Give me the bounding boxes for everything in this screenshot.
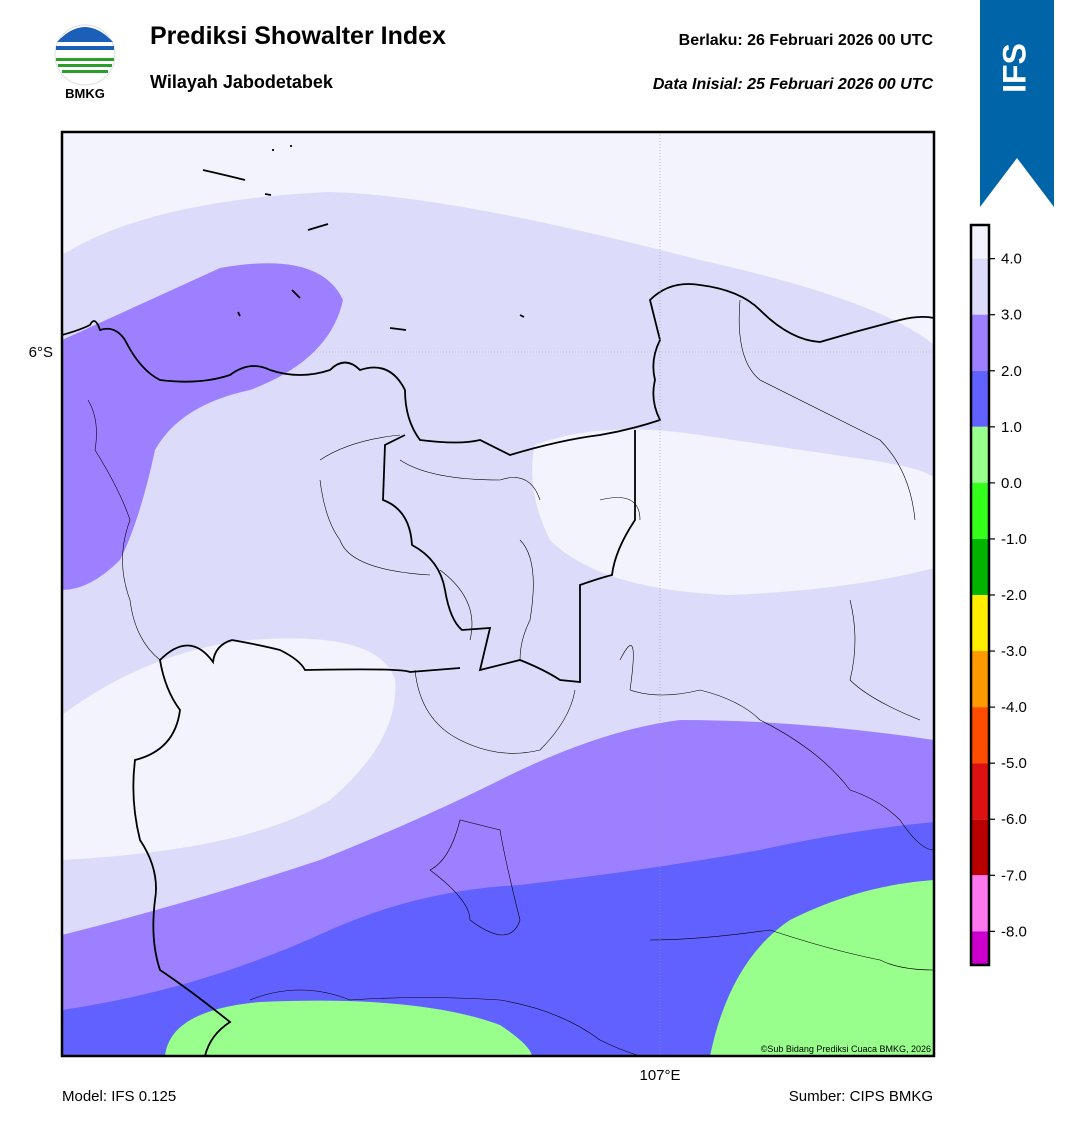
coastline bbox=[62, 145, 934, 1056]
colorbar-tick-label: -2.0 bbox=[1001, 587, 1027, 604]
colorbar-segment bbox=[971, 258, 989, 315]
model-badge: IFS bbox=[980, 0, 1054, 207]
contour-fill bbox=[710, 880, 934, 1056]
colorbar-segment bbox=[971, 595, 989, 652]
colorbar-tick-label: -8.0 bbox=[1001, 923, 1027, 940]
credit: ©Sub Bidang Prediksi Cuaca BMKG, 2026 bbox=[761, 1044, 931, 1054]
lon-label: 107°E bbox=[639, 1067, 680, 1084]
colorbar-segment bbox=[971, 538, 989, 595]
colorbar-segment bbox=[971, 707, 989, 764]
colorbar-tick-label: -7.0 bbox=[1001, 867, 1027, 884]
contour-fill bbox=[62, 132, 934, 345]
lat-label: 6°S bbox=[29, 344, 53, 361]
badge-text: IFS bbox=[996, 43, 1032, 93]
colorbar-segment bbox=[971, 370, 989, 427]
footer-model: Model: IFS 0.125 bbox=[62, 1088, 176, 1105]
title: Prediksi Showalter Index bbox=[150, 22, 446, 50]
valid-time: Berlaku: 26 Februari 2026 00 UTC bbox=[679, 32, 934, 49]
colorbar-segment bbox=[971, 225, 989, 259]
footer-source: Sumber: CIPS BMKG bbox=[789, 1088, 933, 1105]
contour-fill bbox=[62, 638, 396, 860]
colorbar-segment bbox=[971, 314, 989, 371]
colorbar-segment bbox=[971, 763, 989, 820]
colorbar-tick-label: 1.0 bbox=[1001, 419, 1022, 436]
colorbar-segment bbox=[971, 819, 989, 876]
contour-fill bbox=[62, 263, 343, 590]
colorbar-tick-label: -1.0 bbox=[1001, 531, 1027, 548]
contour-fill bbox=[62, 822, 934, 1056]
colorbar: 4.0 3.0 2.0 1.0 0.0 -1.0 -2.0 -3.0 -4.0 -5.0 -6.0 -… bbox=[969, 223, 1027, 967]
colorbar-segment bbox=[971, 651, 989, 708]
boundaries bbox=[87, 299, 934, 1056]
colorbar-tick-label: 2.0 bbox=[1001, 363, 1022, 380]
colorbar-tick-label: -3.0 bbox=[1001, 643, 1027, 660]
colorbar-segment bbox=[971, 875, 989, 932]
colorbar-tick-label: -4.0 bbox=[1001, 699, 1027, 716]
colorbar-tick-label: -6.0 bbox=[1001, 811, 1027, 828]
init-time: Data Inisial: 25 Februari 2026 00 UTC bbox=[653, 76, 934, 93]
map-frame bbox=[60, 130, 936, 1058]
logo: BMKG bbox=[54, 24, 116, 101]
contour-fill bbox=[532, 429, 934, 595]
contour-fill bbox=[165, 1000, 532, 1056]
colorbar-segment bbox=[971, 482, 989, 539]
colorbar-segment bbox=[971, 931, 989, 965]
map: ©Sub Bidang Prediksi Cuaca BMKG, 2026 bbox=[62, 132, 934, 1056]
colorbar-tick-label: 3.0 bbox=[1001, 307, 1022, 324]
logo-text: BMKG bbox=[65, 86, 105, 101]
subtitle: Wilayah Jabodetabek bbox=[150, 72, 334, 92]
colorbar-tick-label: -5.0 bbox=[1001, 755, 1027, 772]
colorbar-tick-label: 4.0 bbox=[1001, 251, 1022, 268]
colorbar-tick-label: 0.0 bbox=[1001, 475, 1022, 492]
colorbar-segment bbox=[971, 426, 989, 483]
